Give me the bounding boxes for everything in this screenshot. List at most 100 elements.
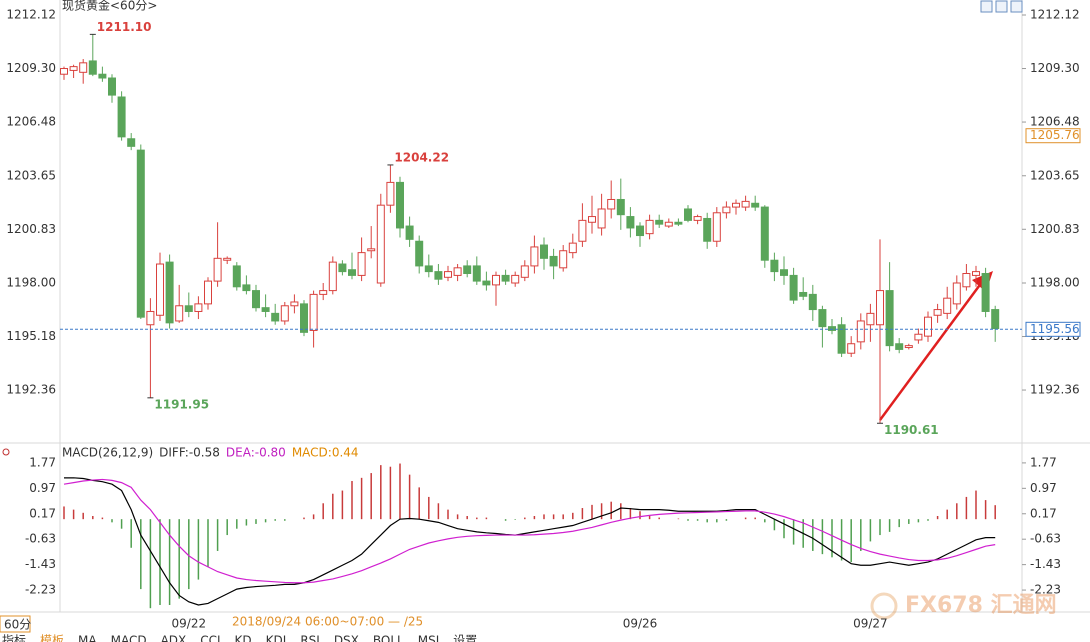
y2-tick-label: -0.63 bbox=[1030, 532, 1061, 546]
tab[interactable]: MSI bbox=[418, 634, 440, 642]
candle-body bbox=[645, 219, 654, 235]
candle-body bbox=[616, 198, 625, 216]
panel-icon[interactable] bbox=[2, 448, 10, 456]
tab[interactable]: KDJ bbox=[266, 634, 287, 642]
tab[interactable]: KD bbox=[235, 634, 252, 642]
candle-body bbox=[684, 208, 692, 221]
extreme-label: 1211.10 bbox=[97, 20, 152, 34]
candle-body bbox=[943, 297, 952, 314]
y-tick-label: 1203.65 bbox=[6, 168, 56, 182]
candle-body bbox=[424, 265, 433, 273]
candle-body bbox=[348, 269, 356, 276]
candle-body bbox=[818, 309, 827, 328]
candle-body bbox=[530, 246, 539, 267]
tab[interactable]: RSI bbox=[300, 634, 320, 642]
y-tick-label: 1192.36 bbox=[6, 383, 56, 397]
icon[interactable] bbox=[995, 0, 1008, 13]
tab[interactable]: 指标 bbox=[2, 633, 26, 642]
y-tick-label: 1.77 bbox=[29, 455, 56, 469]
candle-body bbox=[578, 219, 587, 242]
status: 2018/09/24 06:00~07:00 — /25 bbox=[232, 615, 423, 629]
candle-body bbox=[309, 293, 318, 331]
candle-body bbox=[156, 263, 164, 316]
candle-body bbox=[837, 324, 846, 354]
tab[interactable]: ADX bbox=[161, 634, 187, 642]
candle-body bbox=[520, 265, 529, 278]
candle-body bbox=[741, 200, 750, 208]
candle-body bbox=[60, 68, 68, 75]
candle-body bbox=[597, 208, 606, 229]
candle-body bbox=[472, 265, 481, 282]
y-tick-label: -1.43 bbox=[25, 557, 56, 571]
trend-arrow bbox=[878, 281, 984, 421]
candle-body bbox=[885, 290, 894, 347]
candle-body bbox=[712, 212, 721, 242]
legend-entry: MACD(26,12,9) bbox=[62, 446, 153, 460]
candle-body bbox=[357, 252, 366, 276]
candle-body bbox=[367, 248, 376, 252]
period-box[interactable] bbox=[0, 615, 31, 633]
candle-body bbox=[175, 305, 184, 322]
y2-tick-label: -2.23 bbox=[1030, 583, 1061, 597]
candle-body bbox=[223, 257, 232, 261]
y-tick-label: 0.97 bbox=[29, 481, 56, 495]
y2-tick-label: 1206.48 bbox=[1030, 115, 1080, 129]
candle-body bbox=[184, 305, 193, 312]
icon[interactable] bbox=[980, 0, 993, 13]
y-tick-label: 1206.48 bbox=[6, 115, 56, 129]
legend-entry: DIFF:-0.58 bbox=[159, 446, 220, 460]
tab[interactable]: BOLL bbox=[373, 634, 404, 642]
candle-body bbox=[463, 265, 472, 275]
extreme-label: 1190.61 bbox=[884, 423, 939, 437]
y2-tick-label: 1212.12 bbox=[1030, 8, 1080, 22]
candle-body bbox=[405, 225, 414, 240]
current-price-box bbox=[1025, 321, 1081, 337]
y2-tick-label: 1198.00 bbox=[1030, 275, 1080, 289]
candle-body bbox=[828, 326, 836, 331]
candle-body bbox=[674, 221, 683, 225]
watermark-logo bbox=[870, 592, 898, 620]
tab[interactable]: MA bbox=[78, 634, 97, 642]
toolbar-icons[interactable] bbox=[980, 0, 1023, 13]
candle-body bbox=[492, 274, 500, 286]
candle-body bbox=[146, 310, 155, 326]
y2-tick-label: 1192.36 bbox=[1030, 383, 1080, 397]
x-tick-label: 09/26 bbox=[623, 617, 658, 631]
candle-body bbox=[165, 261, 174, 324]
watermark-group: FX678 汇通网 bbox=[870, 592, 1057, 620]
candle-body bbox=[280, 305, 289, 322]
candle-body bbox=[319, 290, 328, 295]
candle-body bbox=[799, 291, 808, 297]
candle-body bbox=[261, 307, 270, 312]
candle-body bbox=[290, 301, 299, 307]
candle-body bbox=[482, 280, 491, 286]
y-tick-label: 1198.00 bbox=[6, 275, 56, 289]
candle-body bbox=[952, 282, 961, 305]
candle-body bbox=[338, 263, 347, 273]
candle-body bbox=[232, 265, 241, 288]
tab[interactable]: MACD bbox=[111, 634, 147, 642]
y-tick-label: 1209.30 bbox=[6, 61, 56, 75]
current-price-label: 1195.56 bbox=[1030, 322, 1080, 336]
candle-body bbox=[770, 259, 779, 273]
candle-body bbox=[780, 269, 788, 276]
tab[interactable]: 模板 bbox=[40, 634, 64, 642]
candle-body bbox=[252, 290, 260, 309]
candle-body bbox=[655, 219, 664, 225]
watermark: FX678 汇通网 bbox=[905, 593, 1057, 618]
candle-body bbox=[194, 303, 203, 312]
candle-body bbox=[242, 284, 251, 292]
y-tick-label: 1200.83 bbox=[6, 222, 56, 236]
y2-tick-label: 1209.30 bbox=[1030, 61, 1080, 75]
candle-body bbox=[847, 343, 856, 354]
tab[interactable]: DSX bbox=[334, 634, 359, 642]
tab[interactable]: 设置 bbox=[453, 634, 477, 642]
candle-body bbox=[386, 181, 395, 206]
tab[interactable]: CCI bbox=[200, 634, 220, 642]
candle-body bbox=[204, 280, 212, 305]
candle-body bbox=[981, 273, 990, 312]
candle-body bbox=[626, 216, 635, 229]
extreme-label: 1191.95 bbox=[154, 397, 209, 411]
period[interactable]: 60分 bbox=[4, 618, 31, 632]
icon[interactable] bbox=[1010, 0, 1023, 13]
